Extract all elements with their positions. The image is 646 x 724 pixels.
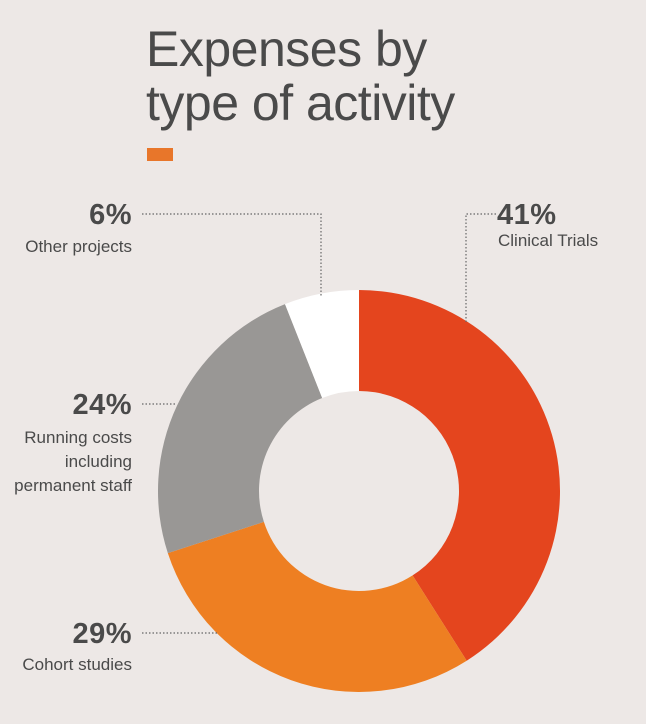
chart-title: Expenses by type of activity xyxy=(146,22,455,130)
leader-line-other-projects xyxy=(142,213,322,296)
category-label-clinical-trials: Clinical Trials xyxy=(498,229,598,253)
category-label-other-projects-line-1: Other projects xyxy=(25,237,132,256)
chart-title-line-1: Expenses by xyxy=(146,21,427,77)
pct-label-other-projects: 6% xyxy=(89,199,132,231)
donut-slice-cohort-studies xyxy=(167,521,467,692)
title-accent-bar xyxy=(147,148,173,161)
pct-label-cohort-studies: 29% xyxy=(72,618,132,650)
donut-slice-clinical-trials xyxy=(359,290,560,661)
category-label-running-costs-line-1: Running costs xyxy=(24,428,132,447)
category-label-cohort-studies: Cohort studies xyxy=(22,653,132,677)
donut-slices xyxy=(158,290,560,692)
category-label-cohort-studies-line-1: Cohort studies xyxy=(22,655,132,674)
chart-title-line-2: type of activity xyxy=(146,75,455,131)
category-label-running-costs-line-3: permanent staff xyxy=(14,476,132,495)
pct-label-running-costs: 24% xyxy=(72,389,132,421)
donut-slice-running-costs xyxy=(158,304,323,554)
leader-lines xyxy=(142,213,496,634)
category-label-running-costs-line-2: including xyxy=(64,452,132,471)
category-label-running-costs: Running costs including permanent staff xyxy=(14,426,132,498)
category-label-other-projects: Other projects xyxy=(25,235,132,259)
category-label-clinical-trials-line-1: Clinical Trials xyxy=(498,231,599,250)
pct-label-clinical-trials: 41% xyxy=(497,199,557,231)
donut-slice-other-projects xyxy=(285,290,359,399)
leader-line-clinical-trials xyxy=(465,213,496,322)
